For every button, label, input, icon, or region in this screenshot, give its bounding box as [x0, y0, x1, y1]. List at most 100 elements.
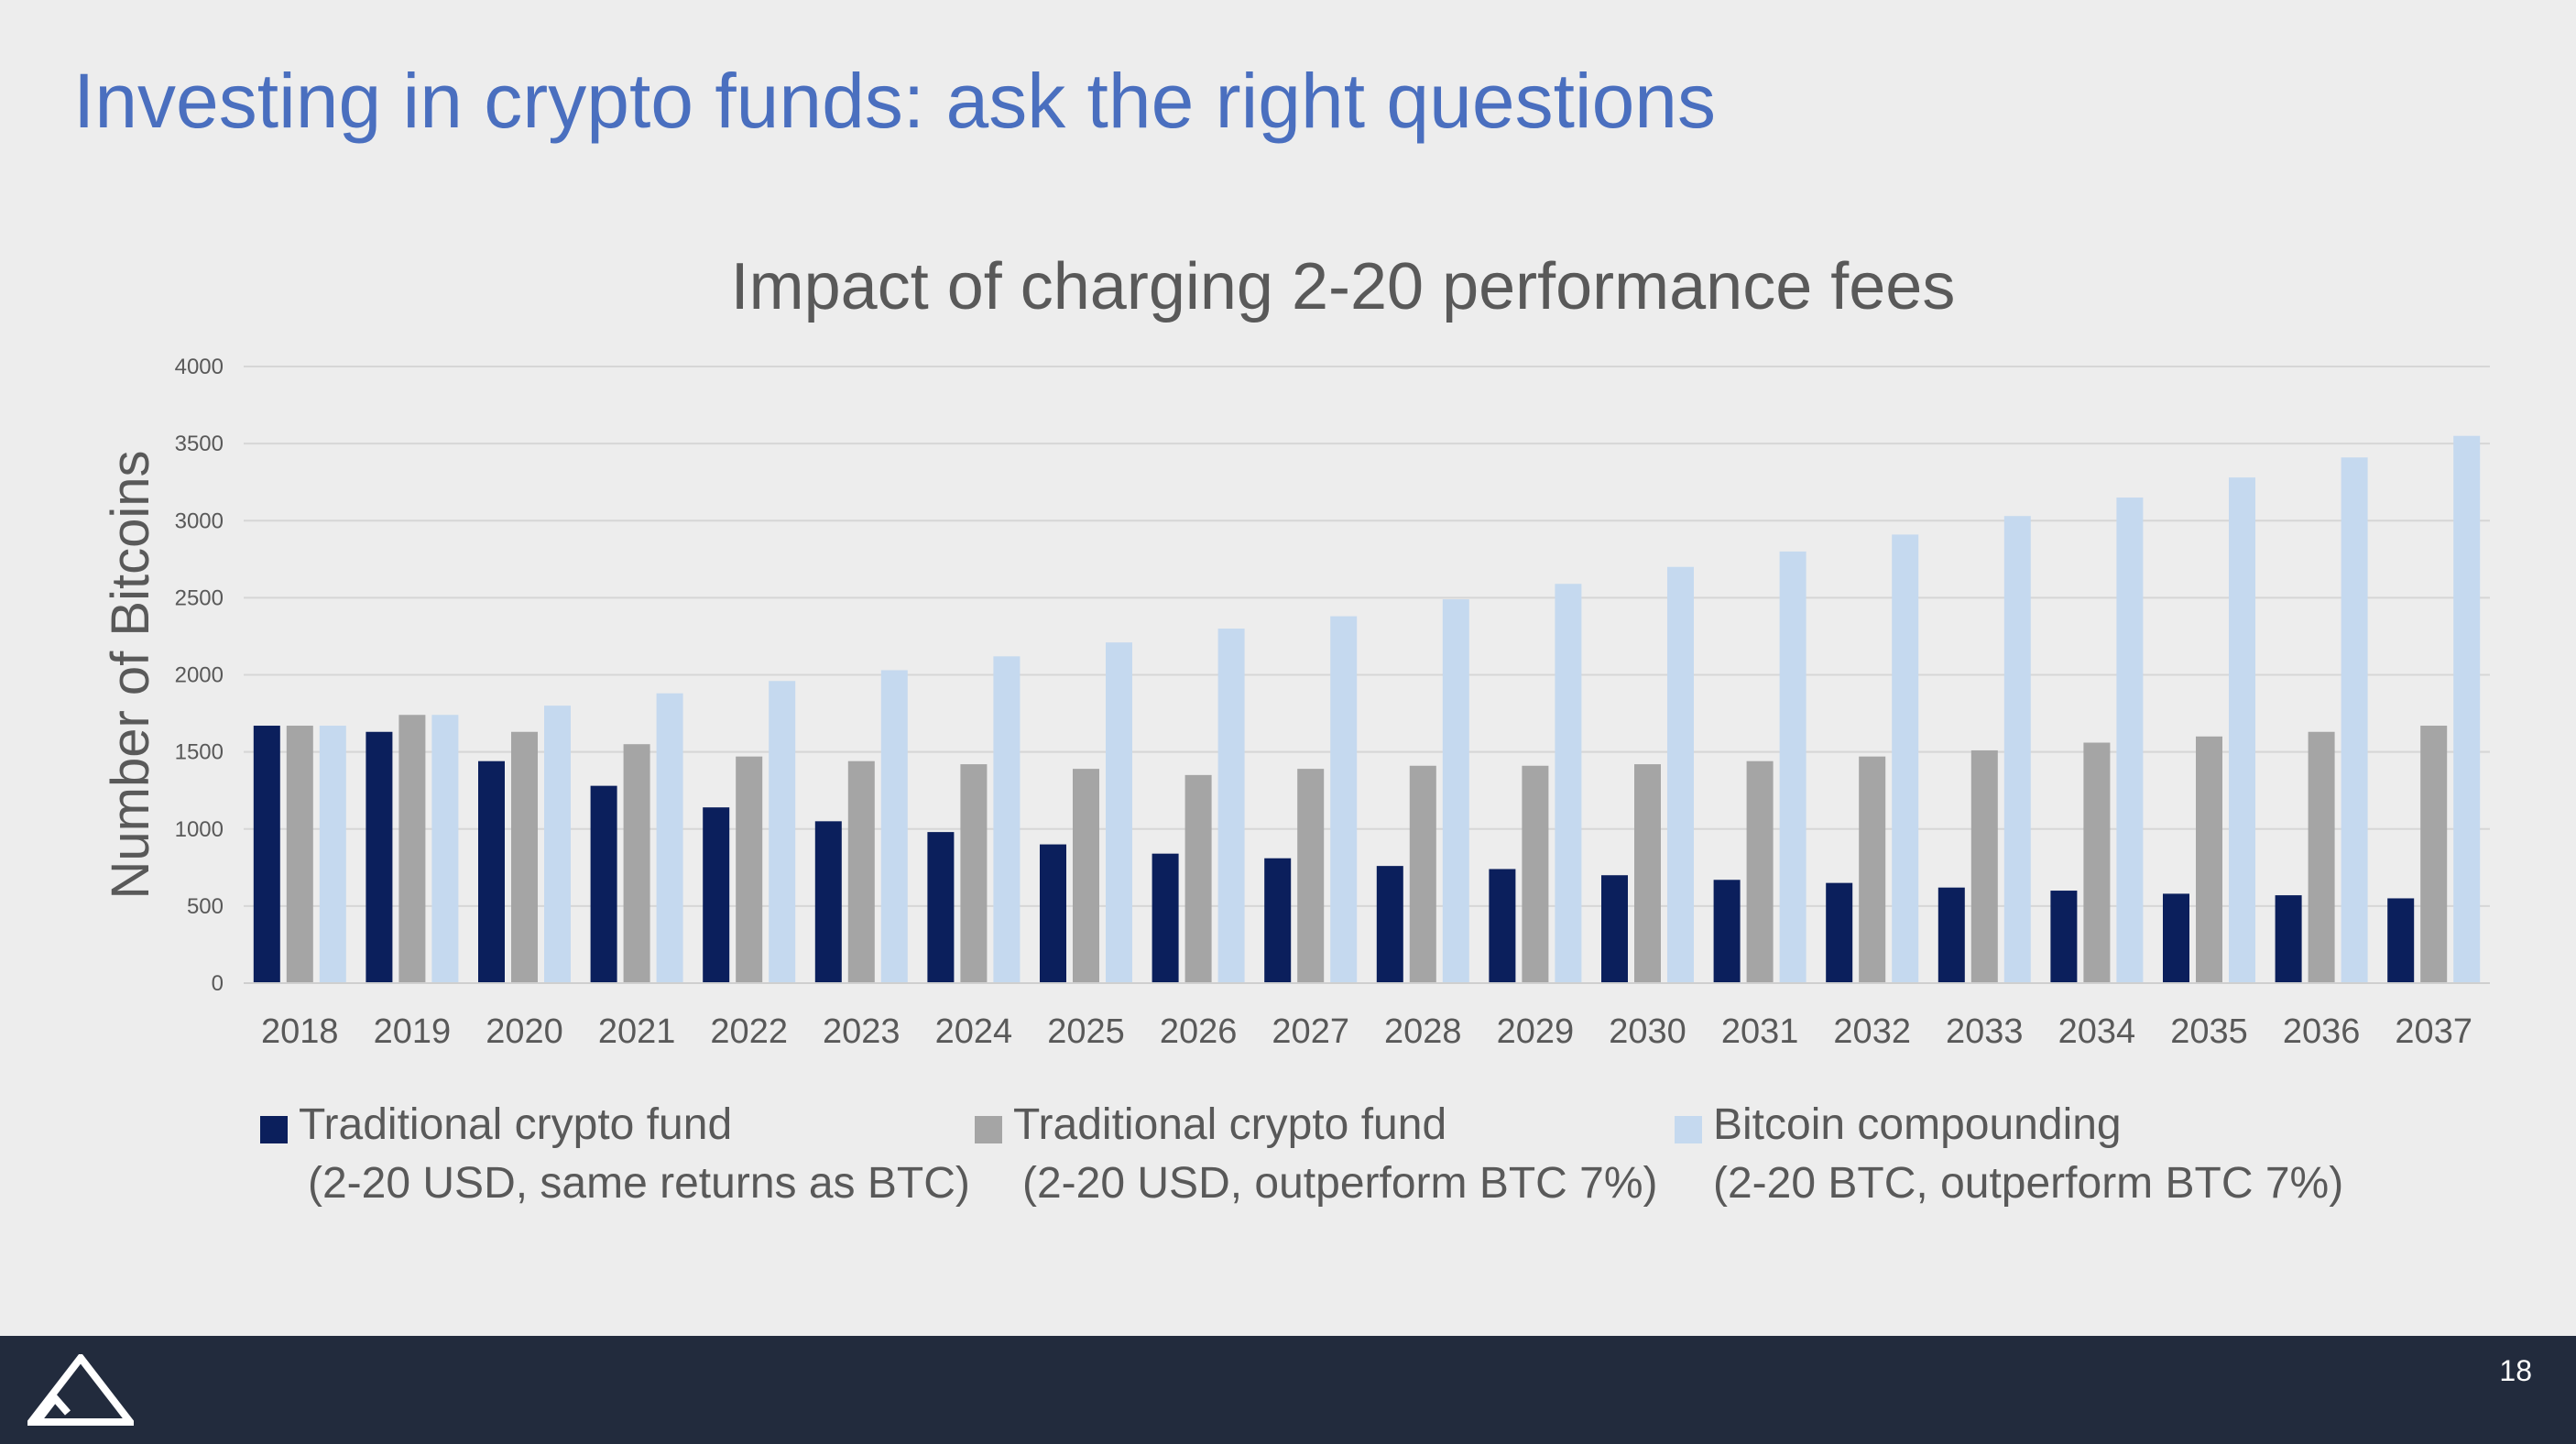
legend-swatch-series-1: [260, 1116, 288, 1143]
bar-series-3: [1667, 566, 1694, 983]
x-tick-label: 2023: [823, 1012, 901, 1051]
x-tick-label: 2026: [1160, 1012, 1238, 1051]
x-tick-label: 2036: [2283, 1012, 2361, 1051]
bar-series-1: [1601, 875, 1628, 983]
bar-series-3: [1330, 616, 1358, 983]
page-number: 18: [2499, 1354, 2532, 1387]
bar-series-3: [431, 715, 459, 983]
bar-series-3: [1106, 642, 1132, 983]
x-tick-label: 2029: [1497, 1012, 1575, 1051]
legend-sublabel-series-3: (2-20 BTC, outperform BTC 7%): [1713, 1159, 2344, 1208]
bar-series-3: [1779, 551, 1806, 983]
x-tick-label: 2022: [710, 1012, 788, 1051]
bar-series-3: [1555, 584, 1582, 983]
bar-series-3: [1442, 599, 1469, 983]
bar-series-1: [253, 726, 280, 983]
y-tick-label: 1000: [175, 817, 224, 842]
y-tick-label: 3500: [175, 432, 224, 456]
x-tick-label: 2031: [1721, 1012, 1799, 1051]
bar-series-3: [319, 726, 346, 983]
bar-series-2: [1970, 749, 1998, 983]
y-tick-label: 4000: [175, 355, 224, 379]
bar-series-1: [1826, 882, 1853, 983]
bar-series-1: [478, 760, 505, 983]
bar-series-2: [1297, 769, 1325, 983]
bar-series-1: [703, 807, 730, 983]
bar-series-1: [1264, 858, 1292, 983]
x-tick-label: 2027: [1272, 1012, 1349, 1051]
bar-series-2: [398, 715, 426, 983]
bar-series-2: [623, 744, 650, 983]
chart-title: Impact of charging 2-20 performance fees: [730, 250, 1956, 323]
x-tick-label: 2018: [261, 1012, 339, 1051]
x-tick-label: 2019: [374, 1012, 452, 1051]
bar-series-2: [1746, 760, 1774, 983]
bar-series-1: [927, 832, 955, 983]
legend-label-series-1: Traditional crypto fund: [299, 1100, 733, 1149]
legend-swatch-series-3: [1675, 1116, 1702, 1143]
bar-series-2: [1522, 765, 1549, 983]
bar-series-1: [1489, 869, 1516, 983]
chart-legend: Traditional crypto fund (2-20 USD, same …: [0, 1099, 2576, 1228]
bar-series-1: [1040, 844, 1066, 983]
bar-series-2: [511, 731, 538, 983]
legend-label-series-3: Bitcoin compounding: [1713, 1100, 2122, 1149]
bar-series-2: [2308, 731, 2335, 983]
bar-series-1: [814, 821, 842, 983]
bar-series-1: [366, 731, 393, 983]
bar-series-1: [2050, 891, 2078, 983]
bar-series-3: [2341, 457, 2368, 984]
bar-series-2: [2196, 736, 2222, 983]
x-tick-label: 2028: [1384, 1012, 1462, 1051]
bar-series-3: [2003, 516, 2031, 983]
bar-series-1: [1152, 853, 1179, 983]
x-tick-label: 2034: [2058, 1012, 2136, 1051]
y-axis-label: Number of Bitcoins: [101, 451, 160, 900]
bar-series-2: [736, 756, 763, 983]
bar-series-2: [847, 760, 875, 983]
x-tick-label: 2025: [1047, 1012, 1125, 1051]
bar-chart: 0 500 1000 1500 2000 2500 3000 3500 4000 Number o…: [101, 355, 2490, 1051]
bar-series-1: [2163, 893, 2189, 983]
bar-series-3: [2453, 435, 2481, 983]
bar-series-2: [2083, 742, 2111, 983]
y-tick-label: 2000: [175, 663, 224, 688]
bar-series-3: [1217, 629, 1245, 983]
bar-series-1: [1713, 880, 1741, 983]
bar-series-2: [2420, 726, 2448, 983]
bar-series-2: [286, 726, 313, 983]
bar-series-2: [1634, 764, 1661, 983]
bar-series-1: [1937, 887, 1965, 983]
y-tick-label: 500: [187, 894, 224, 919]
y-tick-label: 3000: [175, 509, 224, 533]
bar-series-1: [2275, 895, 2302, 983]
bar-series-2: [960, 764, 988, 983]
bar-series-3: [2116, 498, 2144, 983]
legend-swatch-series-2: [975, 1116, 1002, 1143]
footer-bar: 18: [0, 1336, 2576, 1444]
x-tick-label: 2021: [598, 1012, 676, 1051]
x-tick-label: 2030: [1609, 1012, 1686, 1051]
bar-series-2: [1409, 765, 1436, 983]
bar-series-1: [590, 785, 617, 983]
x-tick-label: 2035: [2170, 1012, 2248, 1051]
bar-series-2: [1073, 769, 1099, 983]
bar-series-3: [993, 656, 1021, 983]
y-tick-label: 2500: [175, 585, 224, 610]
x-tick-label: 2033: [1946, 1012, 2024, 1051]
x-tick-label: 2024: [935, 1012, 1013, 1051]
bar-series-1: [2387, 898, 2415, 983]
bar-series-3: [544, 706, 571, 983]
y-tick-label: 0: [212, 971, 224, 996]
bar-series-3: [1892, 534, 1919, 983]
legend-label-series-2: Traditional crypto fund: [1013, 1100, 1447, 1149]
legend-sublabel-series-2: (2-20 USD, outperform BTC 7%): [1022, 1159, 1658, 1208]
x-tick-label: 2020: [486, 1012, 563, 1051]
slide-title: Investing in crypto funds: ask the right…: [73, 58, 1716, 144]
bar-series-3: [2229, 477, 2255, 983]
bar-series-2: [1184, 774, 1212, 983]
bar-series-3: [656, 693, 683, 983]
legend-sublabel-series-1: (2-20 USD, same returns as BTC): [308, 1159, 970, 1208]
bar-series-2: [1859, 756, 1886, 983]
bar-series-3: [880, 670, 908, 983]
